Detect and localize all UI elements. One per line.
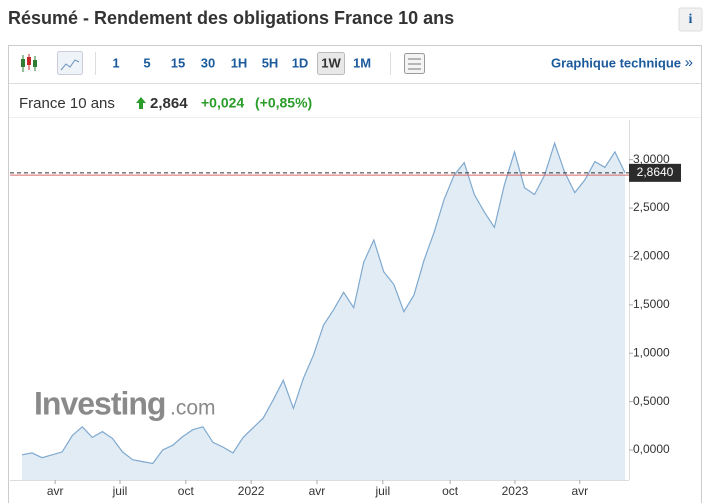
candlestick-icon[interactable] bbox=[21, 54, 37, 72]
interval-button[interactable]: 1W bbox=[321, 55, 341, 70]
link-arrow[interactable]: » bbox=[685, 54, 693, 71]
area-fill bbox=[22, 143, 625, 480]
y-tick-label: 2,5000 bbox=[633, 200, 670, 214]
watermark-suffix: .com bbox=[170, 397, 216, 420]
area-icon[interactable] bbox=[57, 51, 83, 75]
x-tick-label: 2023 bbox=[502, 484, 529, 498]
interval-button[interactable]: 5 bbox=[143, 55, 150, 70]
x-tick-label: avr bbox=[571, 484, 588, 498]
technical-chart-link[interactable]: Graphique technique bbox=[551, 55, 681, 70]
y-tick-label: 2,0000 bbox=[633, 249, 670, 263]
interval-button[interactable]: 1D bbox=[292, 55, 309, 70]
interval-button[interactable]: 1 bbox=[112, 55, 119, 70]
active-interval-box[interactable] bbox=[317, 52, 345, 75]
info-icon[interactable]: i bbox=[689, 12, 693, 27]
x-tick-label: 2022 bbox=[238, 484, 265, 498]
interval-button[interactable]: 30 bbox=[201, 55, 215, 70]
x-tick-label: juil bbox=[374, 484, 390, 498]
page-title: Résumé - Rendement des obligations Franc… bbox=[8, 8, 454, 28]
up-arrow bbox=[136, 97, 146, 109]
area-icon-line bbox=[60, 59, 80, 71]
interval-button[interactable]: 1M bbox=[353, 55, 371, 70]
last-value-label: 2,8640 bbox=[637, 165, 674, 179]
watermark-brand: Investing bbox=[34, 385, 165, 421]
price: 2,864 bbox=[150, 95, 188, 112]
x-tick-label: avr bbox=[309, 484, 326, 498]
info-button[interactable] bbox=[678, 7, 703, 32]
last-value-box bbox=[629, 163, 681, 182]
change: +0,024 bbox=[201, 95, 244, 111]
y-tick-label: 0,5000 bbox=[633, 394, 670, 408]
x-tick-label: oct bbox=[178, 484, 195, 498]
x-tick-label: oct bbox=[442, 484, 459, 498]
change-percent: (+0,85%) bbox=[255, 95, 312, 111]
instrument-name: France 10 ans bbox=[19, 95, 115, 112]
price-line bbox=[21, 141, 626, 465]
x-tick-label: juil bbox=[112, 484, 128, 498]
interval-button[interactable]: 1H bbox=[231, 55, 248, 70]
y-tick-label: 1,0000 bbox=[633, 345, 670, 359]
y-tick-label: 3,0000 bbox=[633, 152, 670, 166]
x-tick-label: avr bbox=[47, 484, 64, 498]
interval-button[interactable]: 5H bbox=[262, 55, 279, 70]
y-tick-label: 1,5000 bbox=[633, 297, 670, 311]
interval-button[interactable]: 15 bbox=[171, 55, 185, 70]
y-tick-label: 0,0000 bbox=[633, 442, 670, 456]
